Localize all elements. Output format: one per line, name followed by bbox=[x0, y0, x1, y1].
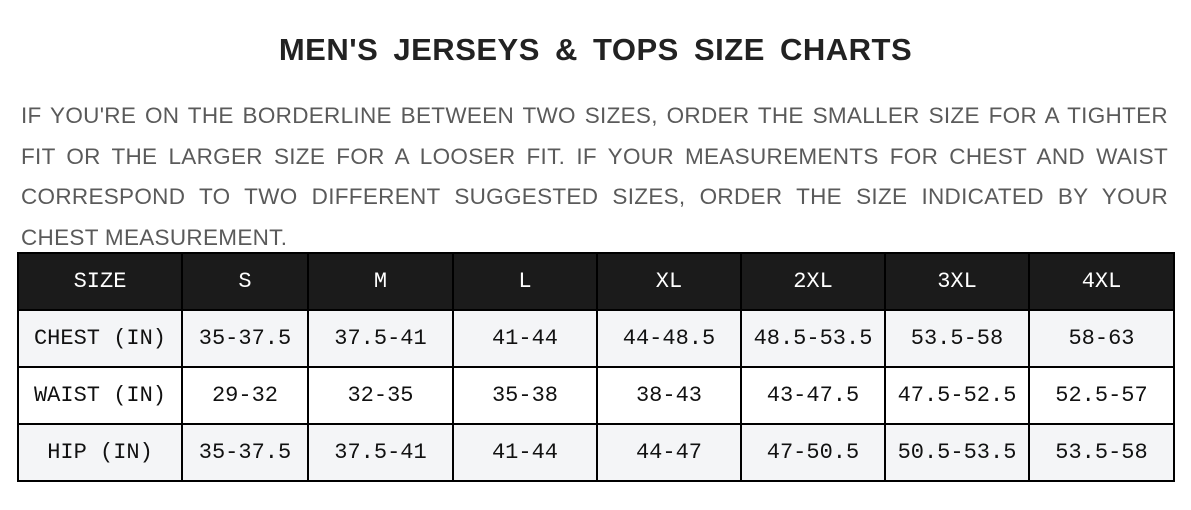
table-cell: 53.5-58 bbox=[884, 309, 1030, 368]
table-cell: 37.5-41 bbox=[307, 309, 454, 368]
table-cell: 3XL bbox=[884, 252, 1030, 311]
table-cell: S bbox=[181, 252, 309, 311]
table-cell: 41-44 bbox=[452, 423, 598, 482]
table-cell: 58-63 bbox=[1028, 309, 1175, 368]
row-label-cell: CHEST (IN) bbox=[17, 309, 183, 368]
table-cell: XL bbox=[596, 252, 742, 311]
table-cell: 47.5-52.5 bbox=[884, 366, 1030, 425]
table-cell: 43-47.5 bbox=[740, 366, 886, 425]
table-cell: 52.5-57 bbox=[1028, 366, 1175, 425]
table-cell: 47-50.5 bbox=[740, 423, 886, 482]
table-cell: 37.5-41 bbox=[307, 423, 454, 482]
table-cell: 53.5-58 bbox=[1028, 423, 1175, 482]
table-row: WAIST (IN) 29-32 32-35 35-38 38-43 43-47.5 47.… bbox=[17, 366, 1175, 425]
table-cell: 4XL bbox=[1028, 252, 1175, 311]
table-cell: 50.5-53.5 bbox=[884, 423, 1030, 482]
table-cell: M bbox=[307, 252, 454, 311]
page-title: MEN'S JERSEYS & TOPS SIZE CHARTS bbox=[278, 32, 913, 67]
size-chart-table: SIZE S M L XL 2XL 3XL 4XL CHEST (IN) 35-37.5 37.5-… bbox=[17, 252, 1175, 482]
table-cell: 2XL bbox=[740, 252, 886, 311]
table-cell: 48.5-53.5 bbox=[740, 309, 886, 368]
table-cell: 38-43 bbox=[596, 366, 742, 425]
table-header-row: SIZE S M L XL 2XL 3XL 4XL bbox=[17, 252, 1175, 311]
table-cell: 32-35 bbox=[307, 366, 454, 425]
row-label-cell: SIZE bbox=[17, 252, 183, 311]
size-advice-text: IF YOU'RE ON THE BORDERLINE BETWEEN TWO … bbox=[21, 103, 1168, 250]
table-cell: 35-37.5 bbox=[181, 423, 309, 482]
table-row: CHEST (IN) 35-37.5 37.5-41 41-44 44-48.5 48.5… bbox=[17, 309, 1175, 368]
row-label-cell: WAIST (IN) bbox=[17, 366, 183, 425]
row-label-cell: HIP (IN) bbox=[17, 423, 183, 482]
table-cell: L bbox=[452, 252, 598, 311]
table-cell: 44-47 bbox=[596, 423, 742, 482]
table-cell: 35-37.5 bbox=[181, 309, 309, 368]
table-row: HIP (IN) 35-37.5 37.5-41 41-44 44-47 47-50.5 5… bbox=[17, 423, 1175, 482]
table-cell: 35-38 bbox=[452, 366, 598, 425]
table-cell: 29-32 bbox=[181, 366, 309, 425]
table-cell: 44-48.5 bbox=[596, 309, 742, 368]
table-cell: 41-44 bbox=[452, 309, 598, 368]
